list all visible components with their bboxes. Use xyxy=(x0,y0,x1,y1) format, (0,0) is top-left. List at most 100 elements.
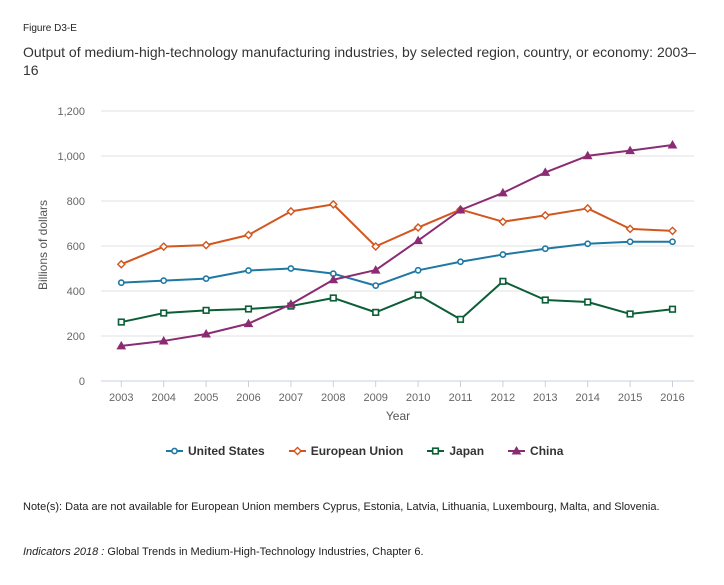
data-point-european-union[interactable] xyxy=(413,223,423,233)
x-tick-label: 2005 xyxy=(194,392,218,404)
data-point-china[interactable] xyxy=(328,274,339,284)
data-point-china[interactable] xyxy=(370,265,381,274)
data-point-european-union[interactable] xyxy=(371,241,381,251)
series-japan xyxy=(117,277,677,326)
data-point-united-states[interactable] xyxy=(414,266,422,274)
y-tick-label: 400 xyxy=(67,286,85,298)
data-point-japan[interactable] xyxy=(541,296,549,304)
y-tick-label: 800 xyxy=(67,196,85,208)
legend-marker[interactable] xyxy=(171,447,178,455)
x-tick-label: 2007 xyxy=(279,392,303,404)
data-point-united-states[interactable] xyxy=(160,277,168,285)
data-point-china[interactable] xyxy=(540,167,551,176)
data-point-european-union[interactable] xyxy=(201,240,211,250)
data-point-china[interactable] xyxy=(286,299,296,308)
x-tick-label: 2011 xyxy=(449,392,473,404)
y-tick-label: 600 xyxy=(67,241,85,253)
x-tick-label: 2004 xyxy=(151,392,175,404)
data-point-united-states[interactable] xyxy=(541,245,549,253)
x-tick-label: 2013 xyxy=(533,392,557,404)
series-china xyxy=(116,139,678,350)
data-point-japan[interactable] xyxy=(329,294,337,302)
figure-label: Figure D3-E xyxy=(23,23,77,34)
data-point-united-states[interactable] xyxy=(669,238,676,246)
data-point-japan[interactable] xyxy=(414,291,422,299)
chart-title: Output of medium-high-technology manufac… xyxy=(23,44,696,78)
series-line-united-states xyxy=(121,240,673,287)
data-point-european-union[interactable] xyxy=(328,199,338,209)
data-point-european-union[interactable] xyxy=(668,226,677,236)
data-point-japan[interactable] xyxy=(456,315,465,323)
x-tick-label: 2016 xyxy=(660,392,684,404)
data-point-european-union[interactable] xyxy=(625,224,635,234)
data-point-united-states[interactable] xyxy=(287,265,295,272)
legend-label: European Union xyxy=(310,444,404,458)
data-point-japan[interactable] xyxy=(372,308,380,316)
data-point-european-union[interactable] xyxy=(286,206,296,216)
legend-item-japan[interactable]: Japan xyxy=(427,444,484,458)
y-tick-label: 1,200 xyxy=(57,106,85,118)
legend-circle-icon xyxy=(166,447,183,455)
data-point-european-union[interactable] xyxy=(498,217,508,227)
x-tick-label: 2006 xyxy=(236,392,260,404)
data-point-united-states[interactable] xyxy=(499,251,507,258)
data-point-united-states[interactable] xyxy=(626,238,634,246)
data-point-china[interactable] xyxy=(625,145,635,155)
legend-item-european-union[interactable]: European Union xyxy=(288,444,404,458)
legend-item-united-states[interactable]: United States xyxy=(166,444,265,458)
y-axis-ticks: 0 200 400 600 800 1,000 1,200 xyxy=(57,106,85,388)
data-point-japan[interactable] xyxy=(499,277,507,285)
series-european-union xyxy=(116,199,677,269)
x-axis-title: Year xyxy=(386,409,410,423)
data-point-china[interactable] xyxy=(413,235,423,245)
legend-diamond-icon xyxy=(288,446,306,456)
legend-item-china[interactable]: China xyxy=(508,444,563,458)
data-point-japan[interactable] xyxy=(202,306,210,314)
legend-marker[interactable] xyxy=(432,447,440,455)
data-point-united-states[interactable] xyxy=(202,275,210,283)
data-point-united-states[interactable] xyxy=(117,279,125,287)
source-citation: Indicators 2018 : Global Trends in Mediu… xyxy=(23,546,424,558)
data-point-china[interactable] xyxy=(455,204,466,214)
y-axis-title: Billions of dollars xyxy=(36,200,50,290)
data-point-united-states[interactable] xyxy=(245,267,252,274)
series-line-european-union xyxy=(120,203,673,266)
data-point-japan[interactable] xyxy=(626,310,634,318)
legend: United States European Union Japan China xyxy=(166,444,587,458)
source-italic: Indicators 2018 : xyxy=(23,546,105,558)
data-point-china[interactable] xyxy=(498,187,508,197)
y-tick-label: 1,000 xyxy=(57,151,85,163)
y-tick-label: 0 xyxy=(79,376,85,388)
legend-label: United States xyxy=(188,444,265,458)
legend-label: China xyxy=(530,444,564,458)
legend-triangle-icon xyxy=(508,446,526,455)
x-tick-label: 2010 xyxy=(406,392,430,404)
data-point-european-union[interactable] xyxy=(244,230,253,240)
data-point-european-union[interactable] xyxy=(540,210,550,220)
data-point-china[interactable] xyxy=(116,340,127,350)
legend-marker[interactable] xyxy=(511,446,522,455)
data-point-japan[interactable] xyxy=(668,305,677,313)
data-point-china[interactable] xyxy=(667,139,678,149)
data-point-european-union[interactable] xyxy=(159,242,169,252)
data-point-japan[interactable] xyxy=(160,309,168,317)
data-point-united-states[interactable] xyxy=(584,240,592,248)
data-point-china[interactable] xyxy=(201,328,211,338)
data-point-japan[interactable] xyxy=(584,298,592,306)
line-chart: 0 200 400 600 800 1,000 1,200 2003 2004 2005 2006… xyxy=(36,106,694,423)
data-point-united-states[interactable] xyxy=(372,282,380,289)
data-point-japan[interactable] xyxy=(117,318,125,326)
source-text: Global Trends in Medium-High-Technology … xyxy=(104,546,424,558)
legend-label: Japan xyxy=(449,444,485,458)
data-point-united-states[interactable] xyxy=(457,258,464,266)
data-point-european-union[interactable] xyxy=(116,259,126,269)
data-point-china[interactable] xyxy=(158,335,169,345)
data-point-china[interactable] xyxy=(582,150,593,160)
data-point-china[interactable] xyxy=(243,318,254,328)
data-point-japan[interactable] xyxy=(244,305,253,313)
series-lines xyxy=(116,139,678,350)
footnote: Note(s): Data are not available for Euro… xyxy=(23,501,660,513)
legend-marker[interactable] xyxy=(292,446,302,456)
legend-square-icon xyxy=(427,447,445,455)
data-point-european-union[interactable] xyxy=(583,203,593,213)
